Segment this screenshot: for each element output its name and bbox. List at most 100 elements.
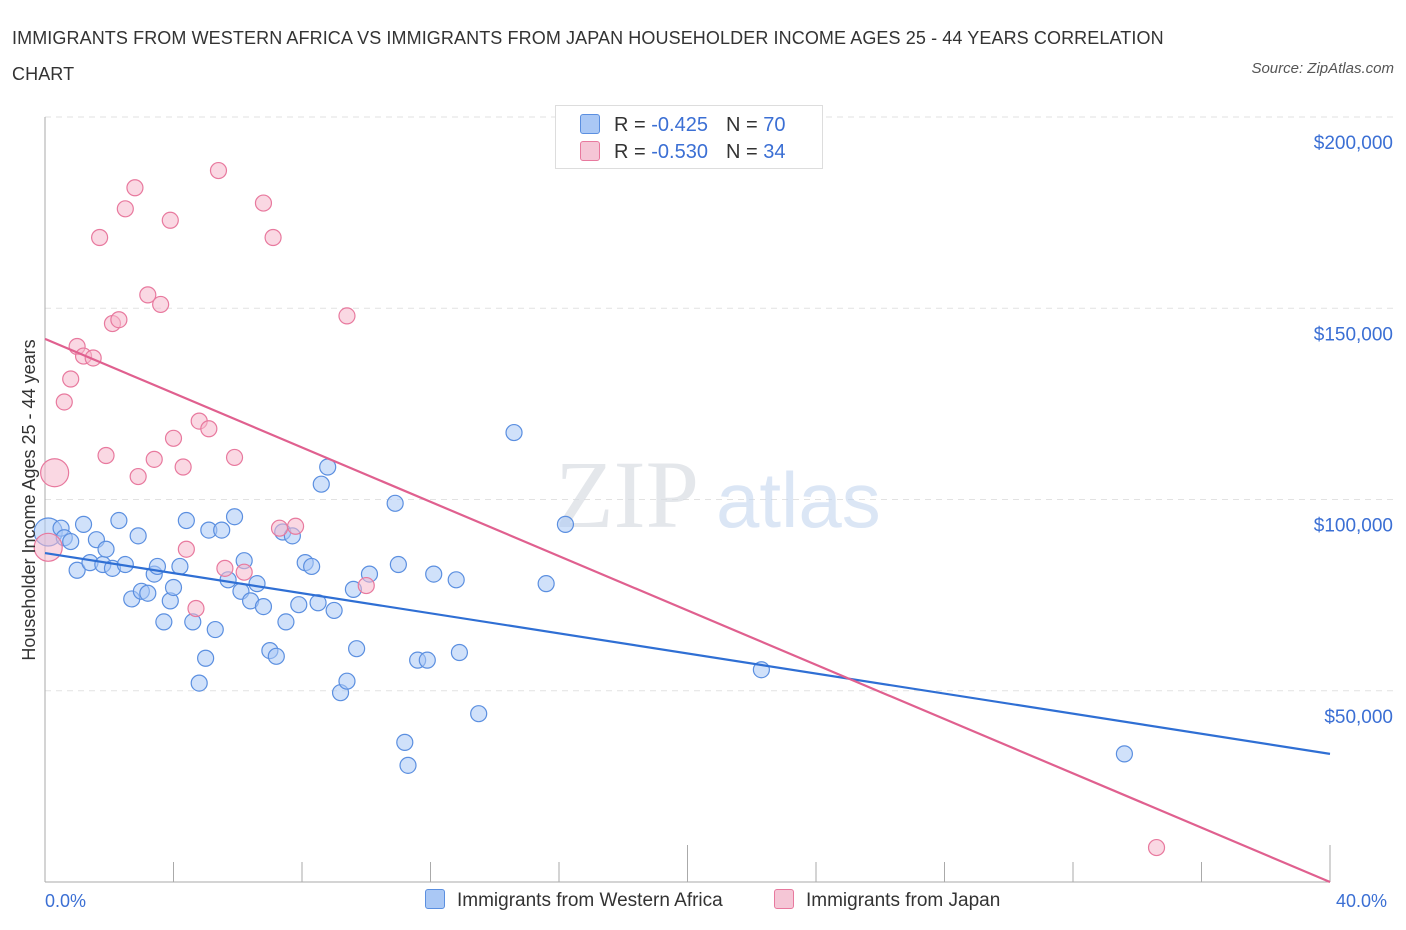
japan-point: [55, 393, 73, 411]
japan-point: [174, 458, 192, 476]
western-africa-point: [418, 651, 436, 669]
western-africa-point: [164, 578, 183, 597]
series2-n-value: 34: [763, 141, 786, 163]
western-africa-point: [213, 521, 231, 539]
japan-point: [152, 295, 170, 314]
japan-point: [235, 563, 253, 581]
series2-swatch: [580, 141, 600, 161]
western-africa-point: [447, 571, 465, 589]
stats-legend: R = -0.425 N = 70 R = -0.530 N = 34: [555, 105, 823, 169]
western-africa-point: [62, 532, 80, 551]
japan-point: [200, 420, 218, 438]
y-axis-label: Householder Income Ages 25 - 44 years: [19, 339, 39, 660]
western-africa-point: [470, 705, 488, 723]
western-africa-point: [505, 423, 523, 442]
western-africa-point: [556, 515, 575, 533]
bottom-legend-series2: Immigrants from Japan: [774, 889, 1000, 912]
japan-point: [145, 450, 163, 468]
watermark-zip: ZIP: [555, 441, 699, 548]
source-label: Source: ZipAtlas.com: [1251, 60, 1394, 77]
japan-point: [1147, 838, 1166, 857]
y-tick-label: $200,000: [1314, 133, 1393, 154]
japan-point: [286, 517, 305, 535]
series2-r-label: R =: [614, 141, 652, 163]
western-africa-point: [97, 540, 115, 558]
series1-r-value: -0.425: [651, 114, 708, 136]
japan-point: [161, 211, 179, 229]
japan-point: [338, 307, 356, 325]
japan-trend-line: [44, 337, 1331, 884]
bottom-legend-series1-swatch: [425, 889, 445, 909]
y-tick-label: $100,000: [1314, 516, 1393, 537]
japan-point: [270, 519, 289, 537]
bottom-legend-series2-swatch: [774, 889, 794, 909]
japan-point: [40, 458, 70, 488]
western-africa-point: [129, 527, 147, 545]
stats-legend-row-series1: R = -0.425 N = 70: [580, 114, 785, 138]
japan-point: [177, 540, 195, 558]
y-tick-label: $50,000: [1324, 707, 1393, 728]
japan-point: [187, 599, 205, 618]
japan-point: [62, 370, 80, 388]
bottom-legend-series2-label: Immigrants from Japan: [806, 890, 1001, 911]
western-africa-point: [389, 555, 407, 574]
western-africa-point: [303, 557, 321, 576]
western-africa-point: [254, 597, 273, 616]
x-axis-max-label: 40.0%: [1336, 891, 1388, 911]
western-africa-point: [425, 565, 443, 583]
western-africa-point: [290, 596, 308, 614]
western-africa-point: [248, 575, 266, 593]
series1-n-label: N =: [725, 114, 764, 136]
japan-point: [97, 446, 115, 465]
japan-point: [110, 311, 128, 329]
western-africa-point: [171, 557, 189, 576]
japan-point: [126, 179, 144, 197]
western-africa-point: [386, 494, 404, 512]
series2-n-label: N =: [725, 141, 764, 163]
western-africa-point: [110, 511, 128, 530]
japan-point: [129, 467, 147, 486]
western-africa-point: [74, 515, 93, 533]
western-africa-point: [139, 584, 157, 602]
western-africa-trend-line: [44, 551, 1331, 755]
western-africa-point: [155, 613, 173, 631]
western-africa-point: [206, 620, 224, 639]
western-africa-point: [450, 643, 469, 662]
japan-point: [264, 228, 282, 247]
japan-point: [209, 161, 228, 180]
western-africa-point: [1115, 745, 1134, 763]
western-africa-point: [177, 511, 195, 530]
western-africa-point: [312, 475, 330, 493]
japan-point: [139, 286, 157, 304]
japan-point: [254, 194, 273, 212]
western-africa-point: [267, 647, 285, 665]
western-africa-point: [338, 672, 356, 690]
x-axis-min-label: 0.0%: [45, 891, 87, 911]
japan-point: [116, 200, 134, 218]
bottom-legend-series1-label: Immigrants from Western Africa: [457, 890, 723, 911]
stats-legend-row-series2: R = -0.530 N = 34: [580, 141, 785, 165]
series1-r-label: R =: [614, 114, 652, 136]
japan-point: [91, 228, 109, 247]
western-africa-point: [348, 640, 366, 658]
western-africa-point: [399, 756, 417, 774]
bottom-legend-series1: Immigrants from Western Africa: [425, 889, 723, 912]
japan-point: [225, 448, 244, 467]
western-africa-point: [190, 674, 208, 692]
western-africa-point: [277, 613, 295, 631]
series1-n-value: 70: [763, 114, 786, 136]
western-africa-point: [68, 561, 86, 579]
japan-point: [164, 429, 183, 447]
western-africa-point: [197, 649, 215, 667]
western-africa-point: [225, 508, 244, 526]
western-africa-point: [325, 601, 343, 620]
japan-point: [357, 576, 375, 595]
japan-point: [216, 559, 234, 577]
watermark-atlas: atlas: [716, 456, 881, 544]
western-africa-point: [537, 575, 555, 593]
chart-title: IMMIGRANTS FROM WESTERN AFRICA VS IMMIGR…: [12, 28, 1164, 84]
series1-swatch: [580, 114, 600, 134]
western-africa-point: [396, 733, 414, 751]
series2-r-value: -0.530: [651, 141, 708, 163]
